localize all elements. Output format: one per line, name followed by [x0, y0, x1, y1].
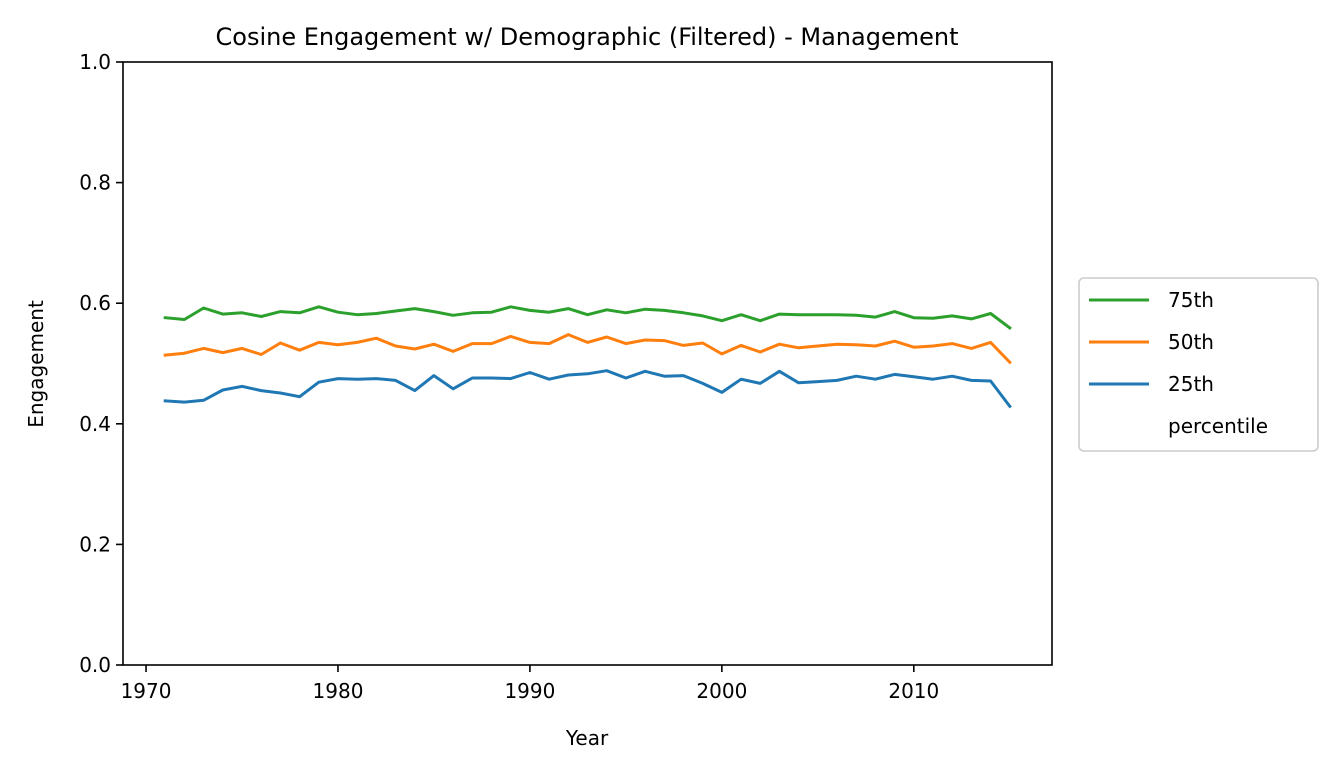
legend-label-75th: 75th [1168, 288, 1214, 312]
series-line-25th [163, 369, 1012, 409]
series-line-50th [163, 333, 1012, 365]
x-tick-label: 1990 [504, 679, 555, 703]
y-axis-title: Engagement [24, 300, 48, 428]
y-tick-label: 1.0 [79, 50, 111, 74]
y-tick-label: 0.2 [79, 532, 111, 556]
series-line-75th [163, 305, 1012, 330]
legend: 75th 50th 25th percentile [1078, 277, 1319, 452]
chart-title: Cosine Engagement w/ Demographic (Filter… [216, 23, 959, 51]
axes: 1970 1980 1990 2000 2010 0.0 0.2 0.4 0.6 0.8 1.0 [79, 50, 1053, 703]
y-tick-label: 0.8 [79, 171, 111, 195]
legend-box [1078, 277, 1319, 452]
plot-frame [122, 61, 1053, 666]
legend-footer: percentile [1168, 414, 1268, 438]
y-tick-label: 0.4 [79, 412, 111, 436]
x-tick-label: 2010 [888, 679, 939, 703]
y-tick-label: 0.6 [79, 291, 111, 315]
legend-label-50th: 50th [1168, 330, 1214, 354]
x-tick-label: 2000 [696, 679, 747, 703]
y-tick-label: 0.0 [79, 653, 111, 677]
legend-label-25th: 25th [1168, 372, 1214, 396]
x-tick-label: 1980 [313, 679, 364, 703]
x-axis-title: Year [565, 726, 609, 750]
x-tick-label: 1970 [121, 679, 172, 703]
series-lines [163, 305, 1012, 409]
